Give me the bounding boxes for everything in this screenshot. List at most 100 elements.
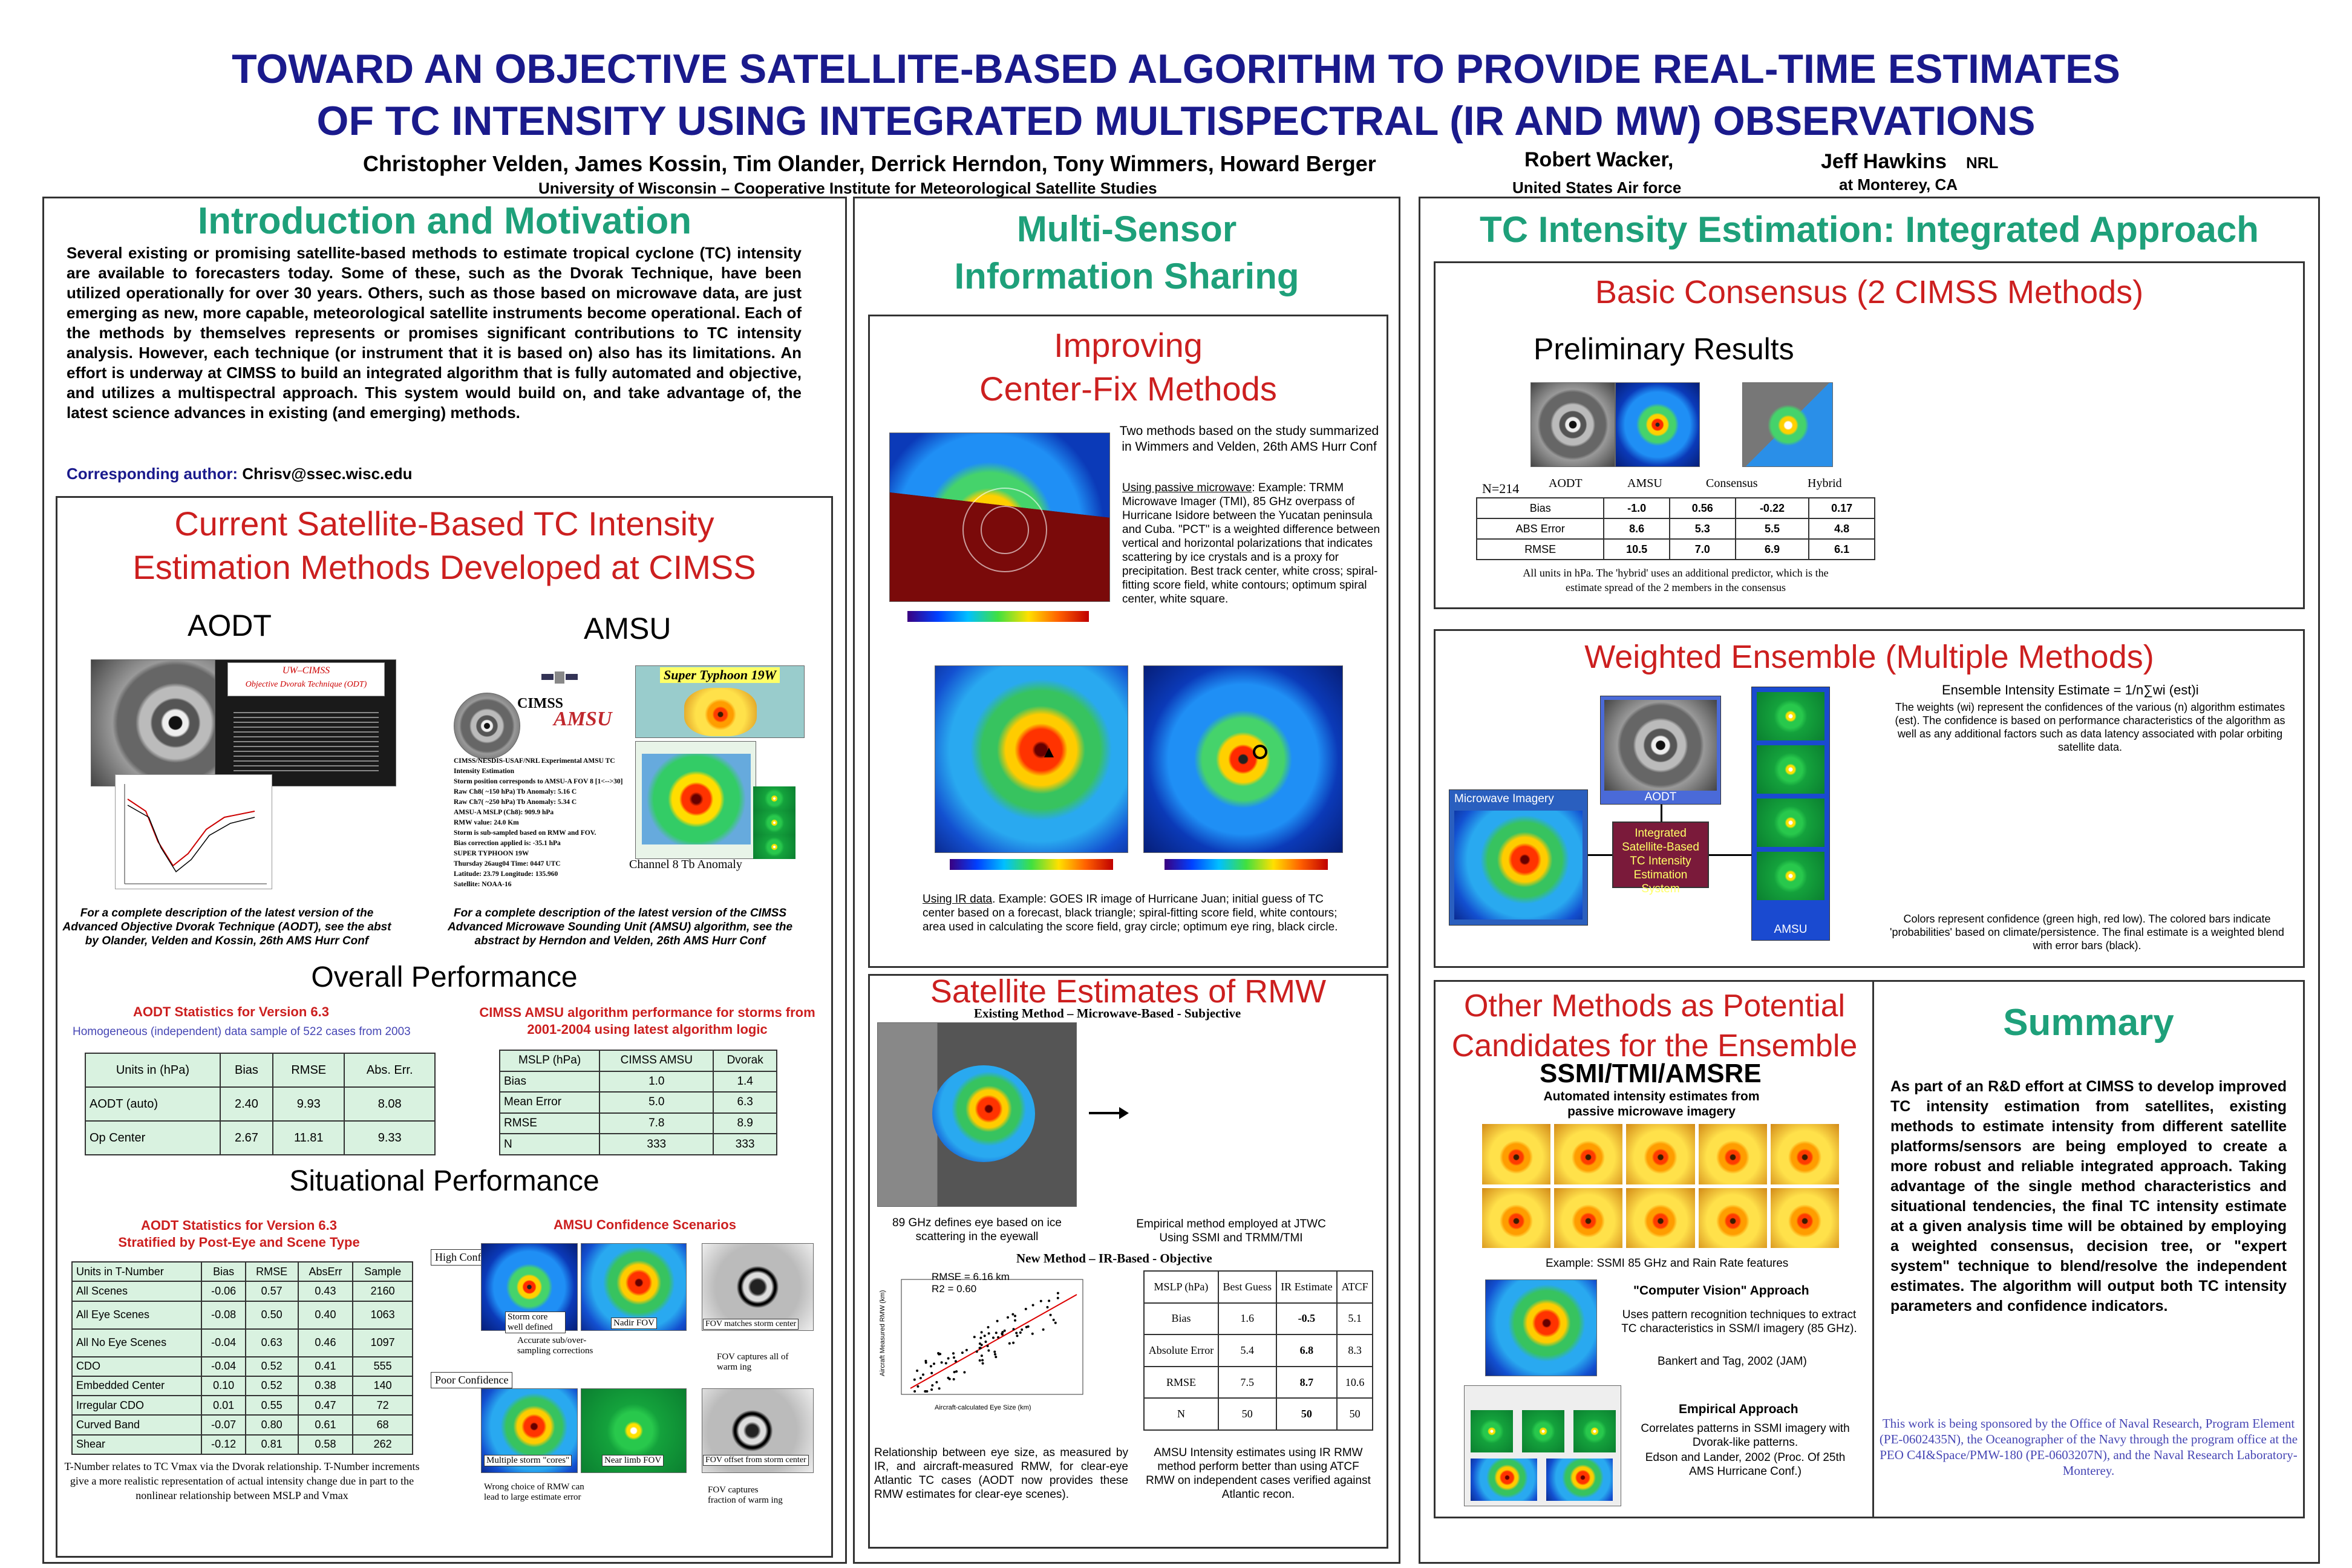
ssmi-subtitle-line: Automated intensity estimates from — [1543, 1089, 1760, 1103]
affil-usaf: United States Air force — [1512, 178, 1682, 197]
rmw-scatter-svg: Aircraft-calculated Eye Size (km) Aircra… — [879, 1279, 1083, 1411]
ssmi-heading: SSMI/TMI/AMSRE — [1540, 1059, 1762, 1088]
rmw-new: New Method – IR-Based - Objective — [1016, 1251, 1212, 1266]
centerfix-pm-label: Using passive microwave — [1122, 482, 1252, 494]
table-cell: Embedded Center — [71, 1375, 203, 1397]
scatter-r2: R2 = 0.60 — [932, 1283, 977, 1295]
amsu-thumb — [753, 811, 795, 835]
connector-line — [1661, 805, 1662, 822]
empirical-heading: Empirical Approach — [1679, 1402, 1798, 1416]
centerfix-pm-body: : Example: TRMM Microwave Imager (TMI), … — [1122, 482, 1380, 606]
amsu-readout-line: AMSU-A MSLP (Ch8): 909.9 hPa — [454, 809, 554, 816]
cons-col-amsu: AMSU — [1627, 477, 1662, 490]
scatter-point — [938, 1387, 941, 1390]
aodt-plot-svg — [124, 784, 267, 884]
table-cell: 11.81 — [272, 1120, 345, 1155]
amsu-logo-cimss: CIMSS — [517, 696, 564, 711]
integrated-heading: TC Intensity Estimation: Integrated Appr… — [1480, 209, 2259, 250]
rmw-scatter-plot: Aircraft-calculated Eye Size (km) Aircra… — [877, 1267, 1095, 1419]
aodt-plot-image — [115, 774, 272, 889]
scatter-point — [953, 1371, 956, 1374]
ssmi-thumb — [1698, 1124, 1767, 1184]
cv-text: Uses pattern recognition techniques to e… — [1621, 1308, 1857, 1335]
scatter-point — [1016, 1334, 1019, 1338]
table-cell: 5.4 — [1217, 1334, 1277, 1367]
table-cell: 0.52 — [244, 1356, 299, 1377]
scatter-point — [1003, 1329, 1006, 1332]
amsu-readout-line: Raw Ch8( ~150 hPa) Tb Anomaly: 5.16 C — [454, 788, 577, 795]
scatter-xlabel: Aircraft-calculated Eye Size (km) — [935, 1404, 1031, 1411]
table-cell: -0.5 — [1275, 1302, 1338, 1336]
scatter-point — [924, 1361, 927, 1364]
table-cell: -0.08 — [201, 1300, 246, 1330]
scatter-point — [993, 1350, 996, 1353]
aodt-ensemble-box: AODT — [1600, 696, 1721, 805]
table-header: Units in (hPa) — [85, 1053, 221, 1088]
scatter-point — [986, 1345, 989, 1347]
situational-aodt-title: AODT Statistics for Version 6.3 Stratifi… — [60, 1217, 417, 1251]
scatter-point — [961, 1351, 964, 1354]
empirical-thumb — [1573, 1410, 1616, 1452]
table-cell: -0.22 — [1734, 497, 1810, 519]
rmw-empirical: Empirical method employed at JTWC Using … — [1136, 1218, 1326, 1244]
empirical-thumb — [1546, 1459, 1613, 1501]
table-header: Bias — [201, 1261, 246, 1282]
consensus-table: Bias -1.0 0.56 -0.22 0.17 ABS Error 8.6 5.3 5.5… — [1475, 497, 1875, 560]
table-cell: Bias — [498, 1070, 601, 1093]
scatter-point — [980, 1344, 983, 1347]
scatter-point — [1012, 1341, 1015, 1344]
corr-label: Corresponding author: — [67, 465, 238, 483]
scatter-point — [1048, 1299, 1051, 1302]
scatter-point — [1031, 1304, 1034, 1307]
overall-heading: Overall Performance — [311, 961, 578, 993]
poster-title-line2: OF TC INTENSITY USING INTEGRATED MULTISP… — [316, 98, 2036, 144]
ssmi-subtitle-line: passive microwave imagery — [1567, 1105, 1736, 1119]
consensus-n-label: N=214 — [1482, 481, 1520, 496]
lbl-accurate: Accurate sub/over-sampling corrections — [517, 1336, 593, 1356]
table-header: IR Estimate — [1275, 1270, 1338, 1304]
overall-aodt-title: AODT Statistics for Version 6.3 — [133, 1004, 329, 1019]
arrow-icon — [1089, 1112, 1125, 1114]
other-heading-line1: Other Methods as Potential — [1463, 988, 1846, 1024]
amsu-thumb — [753, 786, 795, 811]
table-header: AbsErr — [297, 1261, 354, 1282]
table-cell: Op Center — [85, 1120, 221, 1155]
table-cell: 0.50 — [244, 1300, 299, 1330]
table-header: CIMSS AMSU — [599, 1050, 714, 1072]
table-cell: 9.93 — [272, 1086, 345, 1122]
scatter-point — [940, 1361, 943, 1364]
goes-ir-juan-image1 — [935, 665, 1128, 853]
lbl-captures-all: FOV captures all of warm ing — [717, 1352, 789, 1372]
table-cell: -0.12 — [201, 1434, 246, 1455]
table-cell: 0.57 — [244, 1281, 299, 1302]
scatter-point — [979, 1336, 982, 1339]
scatter-points — [913, 1292, 1059, 1393]
scatter-point — [1052, 1318, 1055, 1321]
other-heading-line2: Candidates for the Ensemble — [1451, 1028, 1858, 1063]
lbl-fov-matches: FOV matches storm center — [703, 1319, 799, 1330]
scatter-point — [954, 1360, 957, 1363]
rmw-mw-image — [877, 1022, 1077, 1207]
table-header: Best Guess — [1217, 1270, 1277, 1304]
ssmi-example: Example: SSMI 85 GHz and Rain Rate featu… — [1546, 1257, 1789, 1270]
scatter-point — [933, 1362, 935, 1365]
overall-aodt-subtitle: Homogeneous (independent) data sample of… — [73, 1025, 411, 1038]
ssmi-thumb — [1554, 1124, 1623, 1184]
table-cell: N — [498, 1133, 601, 1155]
amsu-readout-line: RMW value: 24.0 Km — [454, 819, 519, 826]
integrated-system-box: Integrated Satellite-Based TC Intensity … — [1612, 822, 1709, 895]
scatter-point — [987, 1349, 990, 1352]
tmi-contour — [981, 506, 1029, 554]
lbl-near-limb: Near limb FOV — [602, 1455, 664, 1466]
amsu-ensemble-box: AMSU — [1751, 687, 1830, 941]
amsu-ensemble-thumb — [1757, 745, 1824, 794]
current-heading-line1: Current Satellite-Based TC Intensity — [174, 505, 714, 543]
scatter-point — [1021, 1328, 1024, 1331]
amsu-readout-line: Storm position corresponds to AMSU-A FOV… — [454, 778, 623, 785]
situational-aodt-title-line: AODT Statistics for Version 6.3 — [141, 1218, 337, 1233]
scatter-point — [1012, 1328, 1015, 1331]
amsu-readout-line: Satellite: NOAA-16 — [454, 881, 512, 888]
amsu-ensemble-label: AMSU — [1774, 923, 1808, 936]
satellite-icon — [541, 659, 578, 696]
corr-email[interactable]: Chrisv@ssec.wisc.edu — [242, 465, 413, 483]
